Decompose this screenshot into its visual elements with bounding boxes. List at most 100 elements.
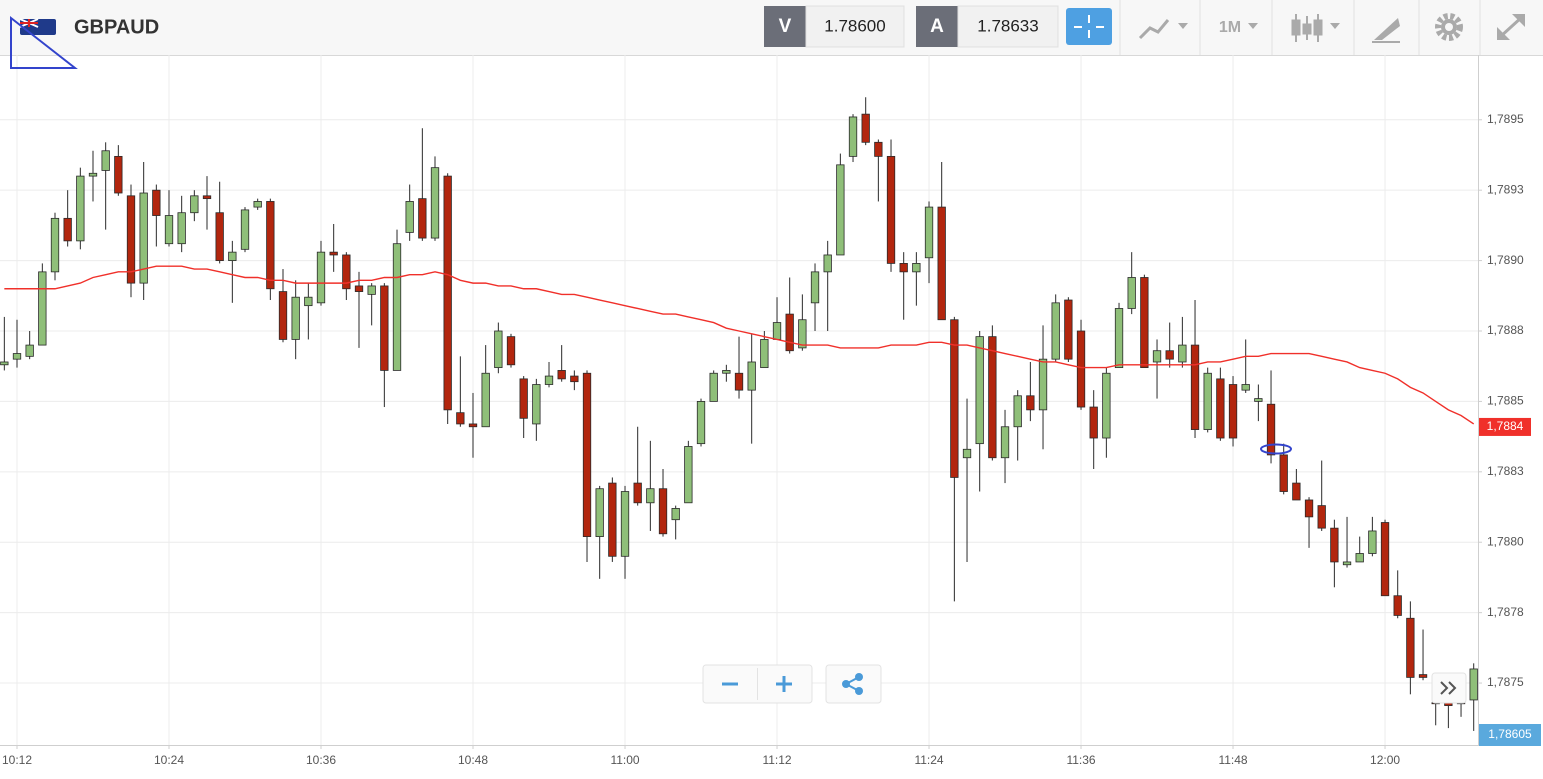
- candle-body: [1026, 395, 1035, 411]
- candle-body: [886, 155, 896, 264]
- candle-body: [1152, 350, 1162, 363]
- candle-body: [25, 344, 34, 357]
- candle-body: [101, 150, 110, 171]
- candle-body: [354, 285, 364, 292]
- x-tick-label: 11:36: [1066, 753, 1095, 767]
- candle-body: [316, 251, 326, 304]
- candle-body: [937, 206, 946, 321]
- candle-body: [798, 319, 807, 349]
- candle-body: [12, 353, 22, 360]
- x-tick-label: 10:36: [306, 753, 336, 767]
- symbol: GBPAUD: [74, 16, 159, 38]
- candle-body: [696, 401, 706, 445]
- candle-body: [1266, 403, 1276, 456]
- candle-body: [633, 482, 642, 504]
- candle-body: [202, 195, 212, 200]
- y-tick-label: 1,7880: [1487, 534, 1524, 548]
- x-tick-label: 12:00: [1370, 753, 1400, 767]
- bid-tag: V: [779, 16, 792, 37]
- crosshair-button[interactable]: [1066, 8, 1112, 45]
- candle-body: [1127, 277, 1136, 309]
- candle-body: [912, 263, 921, 273]
- candle-body: [1380, 522, 1390, 597]
- candle-body: [177, 212, 186, 245]
- indicator-button[interactable]: [1138, 19, 1188, 40]
- candle-body: [126, 195, 136, 284]
- grid-layer: 1,7895 1,7893 1,7890 1,7888 1,7885 1,7883 1,78…: [0, 55, 1524, 767]
- x-tick-label: 11:24: [914, 753, 943, 767]
- overlay-layer: 1,7884 1,78605: [4, 265, 1541, 746]
- candle-body: [924, 206, 934, 259]
- chart-type-button[interactable]: [1291, 14, 1340, 42]
- timeframe-button[interactable]: 1M: [1219, 19, 1258, 36]
- candle-body: [304, 296, 313, 307]
- y-tick-label: 1,7893: [1487, 182, 1524, 196]
- zoom-in-button[interactable]: [776, 676, 792, 692]
- candle-body: [367, 285, 376, 295]
- candle-body: [532, 384, 541, 425]
- flag-icon: [19, 18, 56, 35]
- candle-body: [772, 322, 782, 340]
- candle-body: [722, 370, 731, 374]
- settings-button[interactable]: [1435, 13, 1463, 41]
- candle-body: [1000, 426, 1010, 459]
- share-button[interactable]: [825, 664, 882, 704]
- moving-average: [4, 265, 1475, 425]
- y-tick-label: 1,7885: [1487, 394, 1524, 408]
- candle-body: [253, 201, 262, 208]
- candle-body: [810, 271, 820, 304]
- candle-body: [1393, 595, 1402, 616]
- candle-body: [595, 488, 604, 537]
- candle-body: [1342, 561, 1352, 566]
- candle-body: [1279, 454, 1288, 492]
- x-tick-label: 11:00: [610, 753, 639, 767]
- last-price-bg: [1479, 724, 1541, 746]
- candle-body: [291, 296, 300, 340]
- candle-body: [1114, 308, 1124, 369]
- candle-body: [139, 192, 148, 284]
- candle-body: [557, 370, 566, 380]
- candle-body: [494, 330, 503, 369]
- candle-body: [570, 375, 579, 383]
- candle-body: [76, 175, 85, 242]
- candle-body: [861, 113, 870, 143]
- x-tick-label: 11:12: [762, 753, 791, 767]
- timeframe[interactable]: 1M: [1219, 19, 1241, 36]
- candle-body: [620, 491, 630, 557]
- candle-body: [190, 195, 199, 214]
- candle-body: [544, 375, 554, 385]
- candle-body: [1064, 299, 1073, 360]
- candle-body: [734, 372, 744, 391]
- candle-body: [1178, 344, 1187, 363]
- candle-body: [988, 336, 997, 459]
- candle-body: [1051, 302, 1060, 360]
- bid-box: [805, 5, 905, 48]
- candle-body: [278, 291, 288, 340]
- x-tick-label: 10:12: [2, 753, 32, 767]
- candle-body: [608, 482, 617, 557]
- candle-body: [1038, 358, 1048, 411]
- x-tick-label: 11:48: [1218, 753, 1247, 767]
- candle-body: [1241, 384, 1250, 391]
- candle-body: [823, 254, 832, 273]
- scroll-end-button[interactable]: [1431, 672, 1467, 704]
- candle-body: [481, 372, 490, 428]
- zoom-controls: [702, 664, 882, 704]
- candle-body: [874, 141, 883, 157]
- candle-body: [468, 423, 478, 428]
- candle-body: [658, 488, 668, 535]
- candle-body: [1368, 530, 1377, 554]
- draw-button[interactable]: [1372, 18, 1400, 43]
- candle-body: [1216, 378, 1225, 439]
- toolbar-separators: [1119, 0, 1481, 55]
- candle-body: [0, 361, 9, 366]
- candle-body: [1469, 668, 1478, 701]
- fullscreen-button[interactable]: [1497, 14, 1525, 40]
- ma-label-bg: [1479, 417, 1531, 436]
- bid-tag-bg: [764, 6, 806, 47]
- candle-body: [380, 285, 389, 371]
- candle-body: [114, 155, 123, 194]
- candle-body: [342, 254, 351, 290]
- candle-layer: [0, 97, 1478, 731]
- candle-body: [506, 336, 516, 366]
